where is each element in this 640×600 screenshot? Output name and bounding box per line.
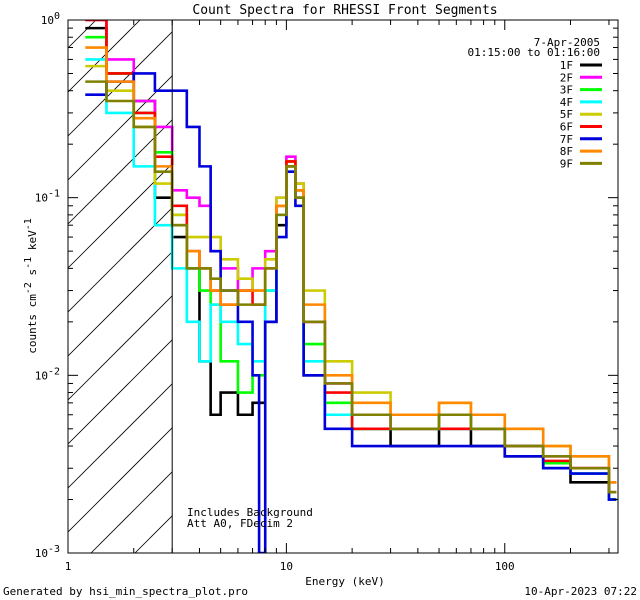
series-line-5F [85,64,617,484]
atten-note: Att A0, FDecim 2 [187,517,293,530]
hatch-stroke [68,20,141,93]
hatch-stroke [68,0,172,4]
x-tick-label: 1 [65,560,72,573]
legend-label: 5F [560,108,573,121]
y-label-mid: s [26,269,39,282]
y-label-exp1: -2 [23,282,34,294]
y-tick-label: 100 [41,11,60,27]
legend-label: 3F [560,84,573,97]
series-lines [85,20,617,553]
y-tick-label: 10-3 [35,544,60,560]
legend-label: 8F [560,145,573,158]
chart-title: Count Spectra for RHESSI Front Segments [192,3,497,18]
background-note: Includes Background [187,506,313,519]
y-label-exp2: -1 [23,257,34,269]
hatch-stroke [68,295,173,401]
series-line-4F [85,58,617,501]
legend-label: 1F [560,59,573,72]
hatch-stroke [68,163,173,269]
hatch-stroke [68,75,173,181]
hatch-stroke [134,515,173,553]
y-label-exp3: -1 [23,218,34,230]
x-tick-label: 10 [280,560,293,573]
series-line-3F [85,35,617,501]
time-range-annotation: 01:15:00 to 01:16:00 [468,46,600,59]
hatch-stroke [68,383,173,489]
hatch-stroke [68,20,97,49]
legend-label: 7F [560,133,573,146]
footer-generated-by: Generated by hsi_min_spectra_plot.pro [3,585,248,598]
date-annotation: 7-Apr-2005 [534,36,600,49]
series-line-2F [85,20,617,484]
legend-label: 9F [560,157,573,170]
hatch-stroke [68,427,173,533]
legend-label: 6F [560,121,573,134]
legend-label: 2F [560,71,573,84]
hatch-stroke [68,339,173,445]
y-label-base: counts cm [26,294,39,354]
y-axis-ticks: 100 10-1 10-2 10-3 [35,11,618,560]
y-label-mid2: keV [26,230,39,257]
series-line-8F [85,46,617,484]
hatch-stroke [68,251,173,357]
y-tick-label: 10-2 [35,366,60,382]
hatched-region [68,0,173,553]
series-line-9F [85,80,617,494]
y-tick-label: 10-1 [35,189,60,205]
y-axis-label: counts cm-2 s-1 keV-1 [23,218,39,354]
x-axis-ticks: 1 10 100 [65,20,610,573]
hatch-stroke [68,207,173,313]
legend-label: 4F [560,96,573,109]
x-tick-label: 100 [495,560,515,573]
x-axis-label: Energy (keV) [305,575,384,588]
series-line-7F [85,72,617,553]
hatch-stroke [90,471,173,553]
plot-frame [67,19,619,554]
hatch-stroke [68,31,173,137]
footer-timestamp: 10-Apr-2023 07:22 [524,585,637,598]
